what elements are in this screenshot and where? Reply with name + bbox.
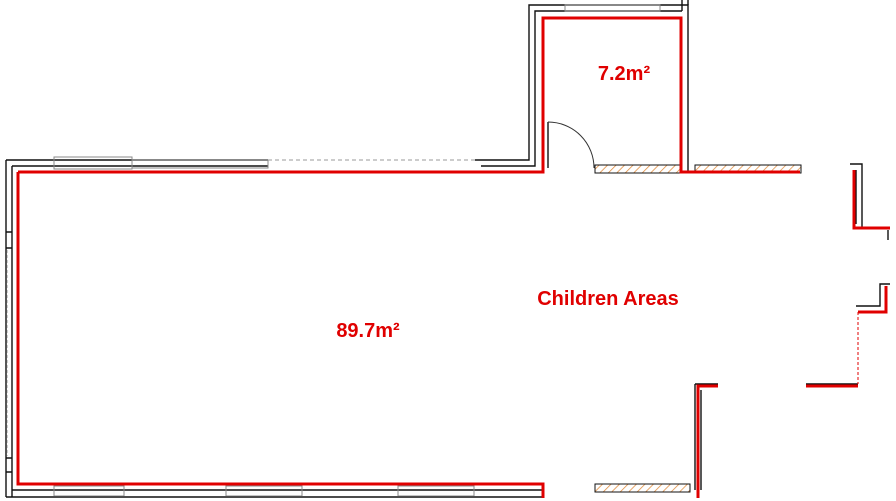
- room-area-label: 89.7m²: [336, 320, 400, 342]
- walls: [5, 0, 890, 498]
- room-area-label: 7.2m²: [598, 63, 651, 85]
- zone-label: Children Areas: [537, 288, 679, 310]
- room-outlines: [16, 16, 890, 498]
